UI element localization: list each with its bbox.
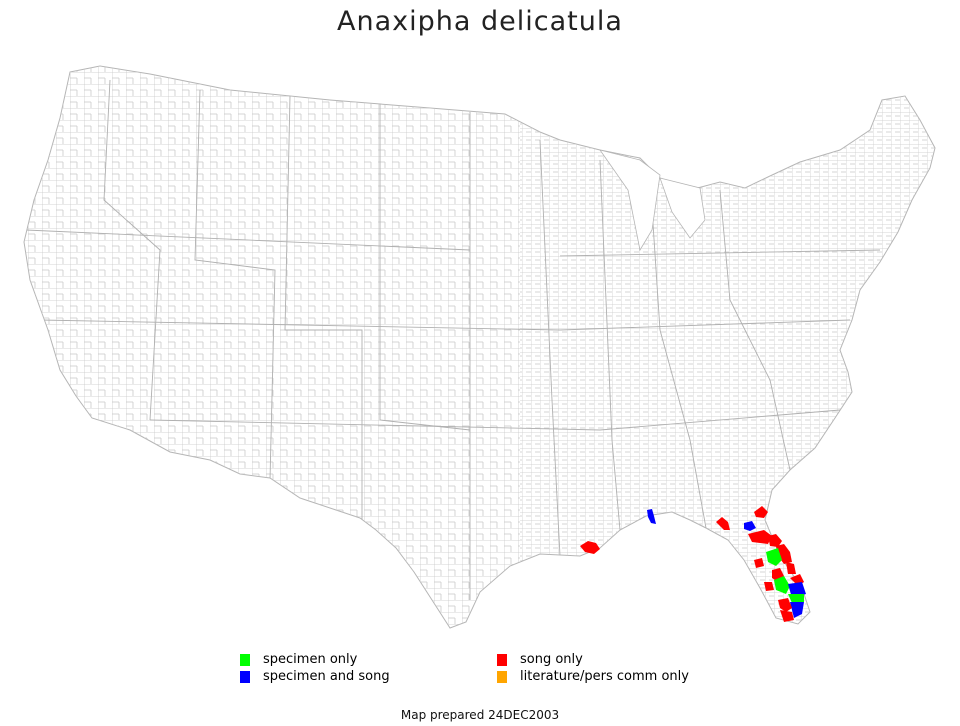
record-central-florida-4 — [786, 562, 796, 574]
record-fl-panhandle — [716, 517, 730, 530]
legend-swatch-literature — [497, 671, 507, 683]
record-se-florida-4 — [790, 602, 804, 618]
map-title: Anaxipha delicatula — [337, 6, 623, 37]
us-county-map — [23, 65, 936, 629]
map-footer: Map prepared 24DEC2003 — [400, 708, 560, 722]
record-s-florida-5 — [778, 598, 792, 612]
record-central-florida-3 — [754, 558, 764, 568]
record-louisiana — [580, 541, 600, 554]
legend-swatch-specimen-and-song — [240, 671, 250, 683]
legend-swatch-song-only — [497, 654, 507, 666]
record-n-florida — [744, 521, 756, 531]
record-alabama — [647, 509, 656, 524]
county-lines — [24, 66, 935, 628]
legend-swatch-specimen-only — [240, 654, 250, 666]
legend-label: specimen only — [263, 652, 358, 667]
record-sw-florida-3 — [764, 582, 774, 591]
record-n-florida-2 — [748, 530, 772, 544]
legend-label: song only — [520, 652, 583, 667]
record-sw-florida-2 — [774, 576, 790, 594]
great-lakes — [599, 149, 706, 252]
record-central-florida-1 — [776, 544, 792, 564]
record-se-florida-3 — [788, 594, 804, 603]
legend-label: literature/pers comm only — [520, 669, 689, 684]
record-s-florida-6 — [780, 610, 794, 622]
record-central-florida-2 — [766, 548, 782, 566]
occurrence-markers — [580, 506, 806, 622]
map-legend: specimen only specimen and song song onl… — [240, 652, 760, 688]
legend-label: specimen and song — [263, 669, 390, 684]
record-east-florida — [768, 534, 782, 547]
record-ne-florida — [754, 506, 768, 518]
